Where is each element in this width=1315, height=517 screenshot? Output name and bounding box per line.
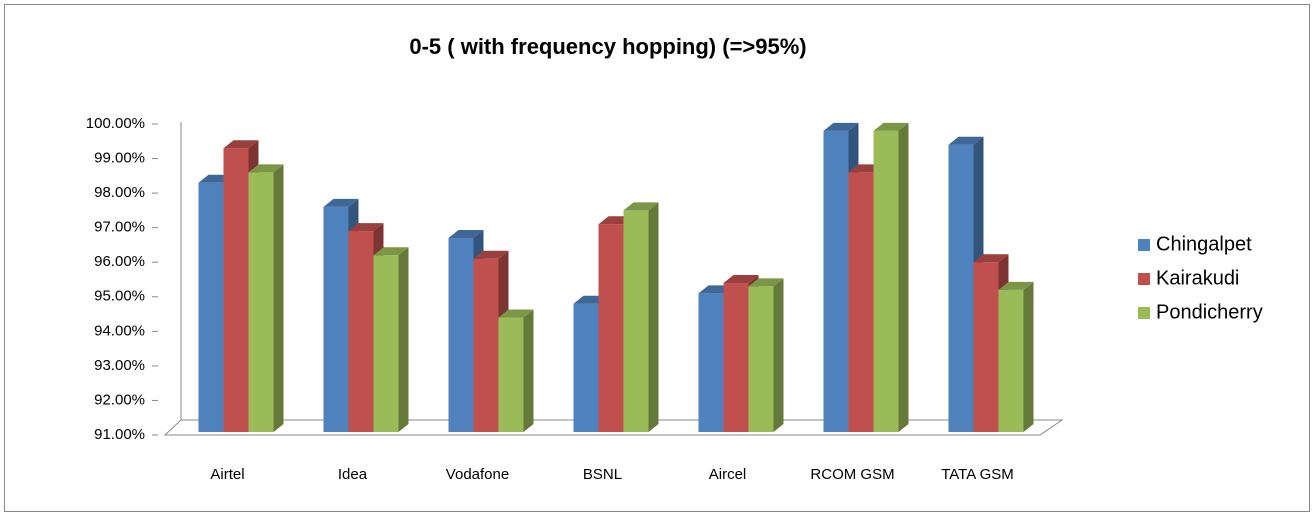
bar — [623, 202, 659, 432]
bar-front — [223, 148, 249, 432]
bar — [498, 309, 534, 432]
bar-front — [848, 172, 874, 432]
legend-label: Pondicherry — [1156, 301, 1263, 323]
bar — [373, 247, 409, 432]
bar — [748, 278, 784, 432]
y-tick-label: 92.00% — [94, 391, 145, 408]
bar-front — [573, 303, 599, 432]
bar-front — [748, 286, 774, 432]
legend-swatch — [1138, 273, 1150, 285]
bar-top — [248, 164, 284, 173]
bar-front — [323, 206, 349, 432]
bar-front — [998, 289, 1024, 432]
bar-side — [773, 278, 784, 432]
bar-front — [598, 224, 624, 432]
x-tick-label: Vodafone — [446, 466, 509, 483]
legend-label: Chingalpet — [1156, 233, 1252, 255]
bar-front — [823, 130, 849, 432]
y-tick-label: 91.00% — [94, 426, 145, 443]
bar-front — [248, 172, 274, 432]
legend-swatch — [1138, 239, 1150, 251]
x-tick-label: Aircel — [709, 466, 747, 483]
bar-front — [623, 210, 649, 432]
x-tick-label: TATA GSM — [941, 466, 1014, 483]
bar-front — [698, 293, 724, 432]
bar-front — [473, 258, 499, 432]
bar-front — [873, 130, 899, 432]
bar-top — [823, 122, 859, 131]
x-tick-label: Idea — [338, 466, 368, 483]
bar-front — [198, 182, 224, 432]
bar-top — [498, 309, 534, 318]
y-tick-label: 93.00% — [94, 357, 145, 374]
y-tick-label: 98.00% — [94, 184, 145, 201]
y-tick-label: 96.00% — [94, 253, 145, 270]
bar-front — [498, 317, 524, 432]
bar-top — [873, 122, 909, 131]
bar — [998, 281, 1034, 432]
bar-top — [748, 278, 784, 287]
legend-label: Kairakudi — [1156, 267, 1239, 289]
y-tick-label: 99.00% — [94, 150, 145, 167]
bar-front — [348, 231, 374, 432]
x-tick-label: Airtel — [210, 466, 244, 483]
chart-title: 0-5 ( with frequency hopping) (=>95%) — [409, 34, 806, 59]
bar-side — [398, 247, 409, 432]
bar-top — [348, 223, 384, 232]
bar-front — [448, 238, 474, 432]
bar-side — [1023, 281, 1034, 432]
bar-front — [373, 255, 399, 432]
floor — [163, 419, 1064, 436]
bar-side — [898, 122, 909, 433]
y-tick-label: 100.00% — [86, 115, 145, 132]
bar-front — [723, 282, 749, 432]
bar-top — [448, 230, 484, 239]
x-tick-label: RCOM GSM — [810, 466, 894, 483]
bar-top — [473, 250, 509, 259]
bar-front — [948, 144, 974, 432]
bar-top — [323, 198, 359, 207]
bar-front — [973, 262, 999, 432]
y-tick-label: 95.00% — [94, 288, 145, 305]
legend-swatch — [1138, 307, 1150, 319]
x-tick-label: BSNL — [583, 466, 622, 483]
bar — [248, 164, 284, 432]
bar — [473, 250, 509, 432]
y-tick-label: 94.00% — [94, 322, 145, 339]
bar-top — [623, 202, 659, 211]
bar-side — [523, 309, 534, 432]
bar-top — [723, 274, 759, 283]
bar-top — [948, 136, 984, 145]
bar-side — [273, 164, 284, 432]
y-tick-label: 97.00% — [94, 219, 145, 236]
bar — [873, 122, 909, 433]
bar-side — [648, 202, 659, 432]
bar-top — [998, 281, 1034, 290]
bar-top — [373, 247, 409, 256]
bar-top — [223, 140, 259, 149]
bar-top — [973, 254, 1009, 263]
